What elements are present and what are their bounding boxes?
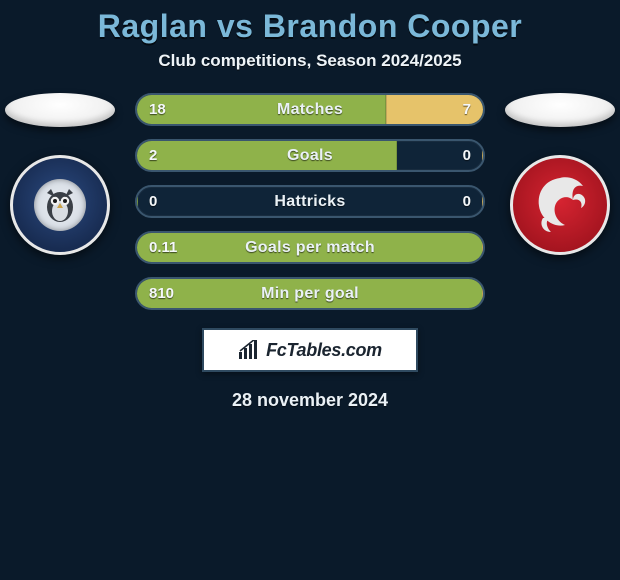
player-left-crest — [10, 155, 110, 255]
stat-value-left: 0.11 — [137, 239, 202, 256]
stat-bar-goals-per-match: 0.11 Goals per match — [135, 231, 485, 264]
stat-label: Goals — [202, 147, 418, 165]
stat-value-left: 0 — [137, 193, 202, 210]
stat-bar-min-per-goal: 810 Min per goal — [135, 277, 485, 310]
owl-icon — [38, 183, 82, 227]
stats-bars: 18 Matches 7 2 Goals 0 0 Hattricks 0 0.1… — [135, 93, 485, 310]
stat-fill-right — [482, 233, 483, 262]
dragon-icon — [525, 170, 595, 240]
comparison-layout: 18 Matches 7 2 Goals 0 0 Hattricks 0 0.1… — [0, 93, 620, 411]
stat-label: Hattricks — [202, 193, 418, 211]
stat-value-right: 7 — [418, 101, 483, 118]
page-subtitle: Club competitions, Season 2024/2025 — [0, 51, 620, 71]
page-title: Raglan vs Brandon Cooper — [0, 0, 620, 45]
player-right-avatar — [505, 93, 615, 127]
stat-label: Min per goal — [202, 285, 418, 303]
stat-value-left: 810 — [137, 285, 202, 302]
footer-date: 28 november 2024 — [0, 390, 620, 411]
stat-bar-hattricks: 0 Hattricks 0 — [135, 185, 485, 218]
brand-box[interactable]: FcTables.com — [202, 328, 418, 372]
player-right-column — [500, 93, 620, 255]
stat-value-right: 0 — [418, 193, 483, 210]
stat-label: Goals per match — [202, 239, 418, 257]
player-right-crest — [510, 155, 610, 255]
stat-bar-matches: 18 Matches 7 — [135, 93, 485, 126]
player-left-column — [0, 93, 120, 255]
stat-label: Matches — [202, 101, 418, 119]
chart-icon — [238, 340, 260, 360]
stat-value-left: 18 — [137, 101, 202, 118]
stat-fill-right — [482, 279, 483, 308]
stat-bar-goals: 2 Goals 0 — [135, 139, 485, 172]
stat-value-left: 2 — [137, 147, 202, 164]
stat-value-right: 0 — [418, 147, 483, 164]
brand-text: FcTables.com — [266, 340, 382, 361]
player-left-avatar — [5, 93, 115, 127]
